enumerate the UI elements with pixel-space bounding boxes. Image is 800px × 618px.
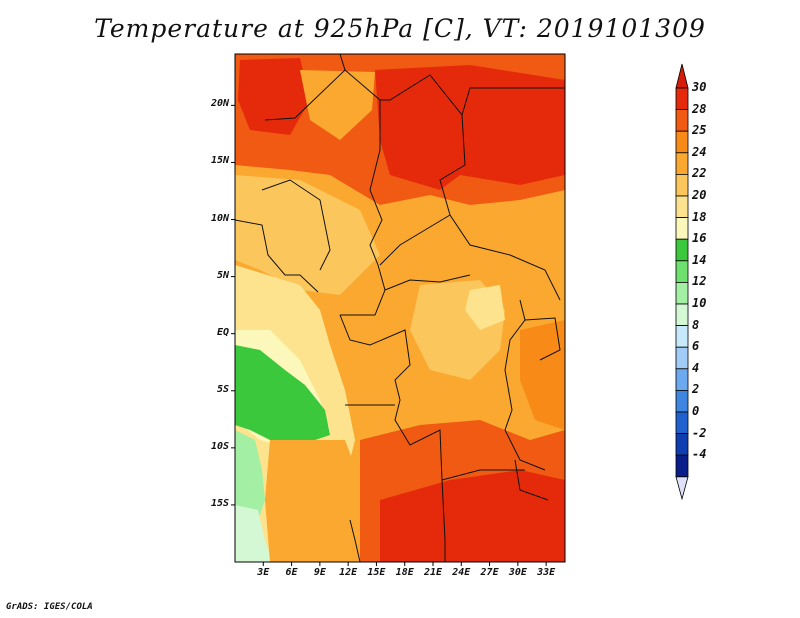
y-tick-label: 10N [210,212,229,224]
x-tick-label: 27E [480,567,499,578]
colorbar-label: 12 [692,274,707,289]
y-tick-label: EQ [216,326,229,338]
y-tick-label: 20N [210,98,229,110]
field-sahara-hottest [375,65,565,190]
colorbar-label: 18 [692,209,707,224]
y-tick-label: 15N [210,155,229,167]
border-line [261,179,331,271]
border-line [235,219,319,293]
colorbar-label: 2 [692,382,700,397]
x-tick-label: 33E [537,567,556,578]
colorbar-over-triangle [675,63,689,89]
field-sw-warm [265,440,360,562]
map-title: Temperature at 925hPa [C], VT: 201910130… [94,14,706,43]
colorbar-swatch [675,260,689,283]
colorbar-label: 20 [692,188,707,202]
colorbar-swatch [675,217,689,240]
border-line [340,100,386,316]
country-borders [235,54,565,562]
x-tick-label: 15E [367,567,386,578]
field-highlands-light [465,285,505,330]
colorbar-swatch [675,87,689,111]
colorbar-label: 4 [692,360,700,375]
colorbar-swatch [675,303,689,327]
border-line [504,299,546,471]
colorbar-swatch [675,346,689,370]
border-line [461,87,565,116]
field-green-patch [235,345,330,445]
border-line [524,317,561,361]
field-coast-pale [235,505,272,562]
border-line [514,459,549,501]
y-tick-label: 5S [216,383,229,395]
x-tick-label: 21E [423,567,443,578]
map-frame [234,53,566,563]
colorbar-label: 0 [692,404,700,418]
x-tick-label: 24E [452,567,471,578]
colorbar-under-triangle [675,476,689,501]
colorbar-swatch [675,368,689,391]
x-tick-label: 30E [508,567,527,578]
colorbar-swatch [675,325,689,348]
x-tick-label: 6E [285,567,298,578]
colorbar-label: -2 [692,425,707,440]
colorbar-label: 8 [692,317,700,332]
colorbar-swatch [675,109,689,132]
x-tick-label: 18E [395,567,414,578]
colorbar-swatch [675,152,689,175]
colorbar-label: 10 [692,296,707,310]
colorbar-swatch [675,238,689,262]
colorbar-label: 25 [692,123,707,138]
colorbar-swatch [675,195,689,219]
x-tick-label: 9E [313,567,326,578]
colorbar-label: 22 [692,166,707,181]
border-line [264,69,561,301]
colorbar-swatch [675,433,689,456]
field-east-warm [520,320,565,430]
border-line [441,479,446,562]
border-line [384,274,471,291]
colorbar-label: 6 [692,339,700,354]
y-tick-label: 10S [210,440,229,452]
colorbar-label: 28 [692,101,707,116]
colorbar [675,63,689,501]
colorbar-label: 24 [692,144,707,159]
colorbar-label: 16 [692,231,707,246]
border-line [339,54,346,71]
grads-credit: GrADS: IGES/COLA [6,602,93,612]
colorbar-label: -4 [692,447,707,462]
colorbar-swatch [675,411,689,435]
y-tick-label: 15S [210,497,229,509]
x-tick-label: 12E [339,567,358,578]
x-tick-label: 3E [257,567,270,578]
colorbar-label: 14 [692,252,707,267]
colorbar-swatch [675,130,689,154]
colorbar-swatch [675,454,689,478]
field-west-belt [235,175,380,295]
y-tick-label: 5N [216,269,229,281]
border-line [379,214,451,266]
axis-ticks [231,104,547,566]
field-south-hottest [380,470,565,562]
colorbar-label: 30 [692,80,707,94]
colorbar-swatch [675,281,689,305]
colorbar-swatch [675,389,689,413]
border-line [349,519,361,562]
colorbar-swatch [675,173,689,197]
field-nw-hottest [238,58,310,135]
field-north-middle [300,70,375,140]
